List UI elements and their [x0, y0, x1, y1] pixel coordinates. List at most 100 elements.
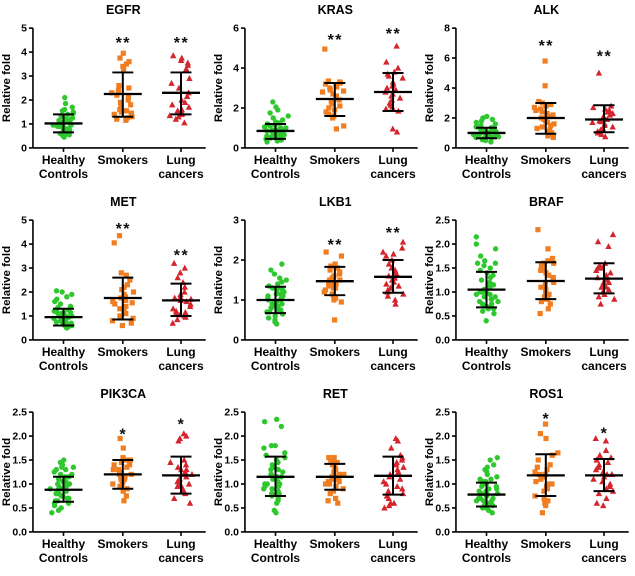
data-point-circle: [275, 495, 281, 502]
data-point-triangle: [384, 487, 392, 494]
data-point-square: [545, 246, 551, 252]
data-point-triangle: [596, 262, 604, 269]
category-label: Smokers: [98, 537, 149, 551]
data-point-circle: [62, 466, 69, 473]
data-point-square: [533, 479, 539, 485]
data-point-circle: [493, 483, 500, 490]
data-point-square: [532, 469, 538, 475]
subplot-kras: KRAS Relative fold 0 2 4 6 Healthy Controls Smok…: [212, 0, 424, 192]
data-point-triangle: [174, 316, 181, 323]
y-tick-label: 6: [444, 54, 450, 65]
chart-title: PIK3CA: [100, 387, 146, 401]
data-point-triangle: [387, 444, 395, 451]
data-point-circle: [490, 495, 497, 502]
data-point-circle: [281, 450, 288, 456]
data-point-square: [121, 284, 127, 290]
data-point-triangle: [384, 292, 391, 299]
y-tick-label: 2.5: [12, 408, 27, 419]
significance-stars: **: [116, 35, 131, 52]
data-point-square: [532, 493, 538, 499]
significance-stars: *: [119, 426, 127, 443]
data-point-circle: [268, 442, 274, 449]
data-point-triangle: [595, 293, 603, 300]
data-point-circle: [56, 476, 62, 482]
data-point-triangle: [174, 274, 181, 281]
data-point-circle: [278, 423, 284, 430]
significance-stars: **: [174, 247, 189, 264]
data-point-triangle: [184, 59, 191, 66]
data-point-triangle: [185, 480, 193, 487]
data-point-square: [130, 315, 136, 321]
data-point-circle: [66, 495, 72, 502]
y-tick-label: 4: [233, 64, 239, 75]
data-point-triangle: [181, 119, 188, 126]
data-point-circle: [271, 271, 277, 277]
data-point-circle: [477, 476, 484, 482]
y-tick-label: 1.5: [224, 456, 239, 467]
data-point-triangle: [603, 494, 610, 501]
y-tick-label: 4: [21, 48, 27, 59]
data-point-square: [543, 421, 549, 427]
data-point-square: [120, 445, 126, 451]
category-label: Controls: [39, 359, 89, 373]
y-tick-label: 1.5: [436, 456, 451, 467]
y-tick-label: 6: [233, 24, 239, 35]
data-point-square: [551, 121, 557, 127]
chart-title: LKB1: [319, 195, 352, 209]
category-label: Smokers: [98, 153, 149, 167]
y-axis-label: Relative fold: [1, 54, 13, 122]
y-tick-label: 4: [21, 240, 27, 251]
data-point-triangle: [393, 466, 401, 473]
data-point-triangle: [396, 475, 403, 482]
data-point-circle: [274, 488, 281, 494]
y-tick-label: 2: [233, 104, 239, 115]
data-point-square: [547, 462, 554, 468]
data-point-square: [110, 467, 116, 473]
data-point-square: [127, 277, 133, 283]
data-point-circle: [484, 113, 490, 120]
chart-braf: BRAF Relative fold 0.0 0.5 1.0 1.5 2.0 2.5 Healt…: [424, 195, 630, 373]
subplot-ret: RET Relative fold 0.0 0.5 1.0 1.5 2.0 2.5 Health…: [212, 384, 424, 576]
data-point-circle: [53, 466, 60, 473]
data-point-circle: [264, 481, 270, 487]
data-point-circle: [62, 100, 69, 107]
data-point-triangle: [589, 119, 596, 126]
data-point-triangle: [590, 104, 597, 111]
data-point-square: [548, 101, 554, 108]
data-point-triangle: [605, 459, 612, 466]
data-point-triangle: [382, 58, 390, 65]
data-point-triangle: [167, 459, 174, 466]
data-point-square: [546, 306, 552, 312]
data-point-square: [546, 113, 552, 120]
data-point-square: [340, 123, 346, 129]
data-point-triangle: [174, 463, 182, 470]
y-tick-label: 0: [21, 336, 27, 347]
data-point-square: [126, 85, 132, 91]
data-point-triangle: [392, 435, 399, 442]
data-point-triangle: [181, 98, 189, 105]
data-point-square: [117, 435, 123, 442]
data-point-triangle: [182, 308, 189, 315]
subplot-ros1: ROS1 Relative fold 0.0 0.5 1.0 1.5 2.0 2.5 Healt…: [423, 384, 635, 576]
data-point-triangle: [385, 260, 392, 267]
data-point-square: [330, 91, 336, 97]
data-point-square: [538, 284, 544, 290]
data-point-circle: [278, 279, 285, 285]
data-point-triangle: [391, 300, 399, 307]
data-point-triangle: [180, 430, 187, 437]
data-point-circle: [279, 287, 285, 293]
data-point-square: [129, 300, 135, 306]
data-point-square: [109, 318, 116, 324]
data-point-square: [548, 122, 554, 129]
data-point-triangle: [602, 105, 609, 112]
data-point-circle: [70, 109, 76, 115]
data-point-triangle: [181, 288, 188, 295]
data-point-circle: [61, 457, 67, 463]
category-label: Controls: [251, 167, 301, 181]
significance-stars: **: [597, 49, 612, 66]
data-point-triangle: [391, 296, 398, 303]
data-point-circle: [55, 481, 61, 487]
data-point-square: [327, 490, 333, 497]
y-axis-label: Relative fold: [424, 54, 436, 122]
